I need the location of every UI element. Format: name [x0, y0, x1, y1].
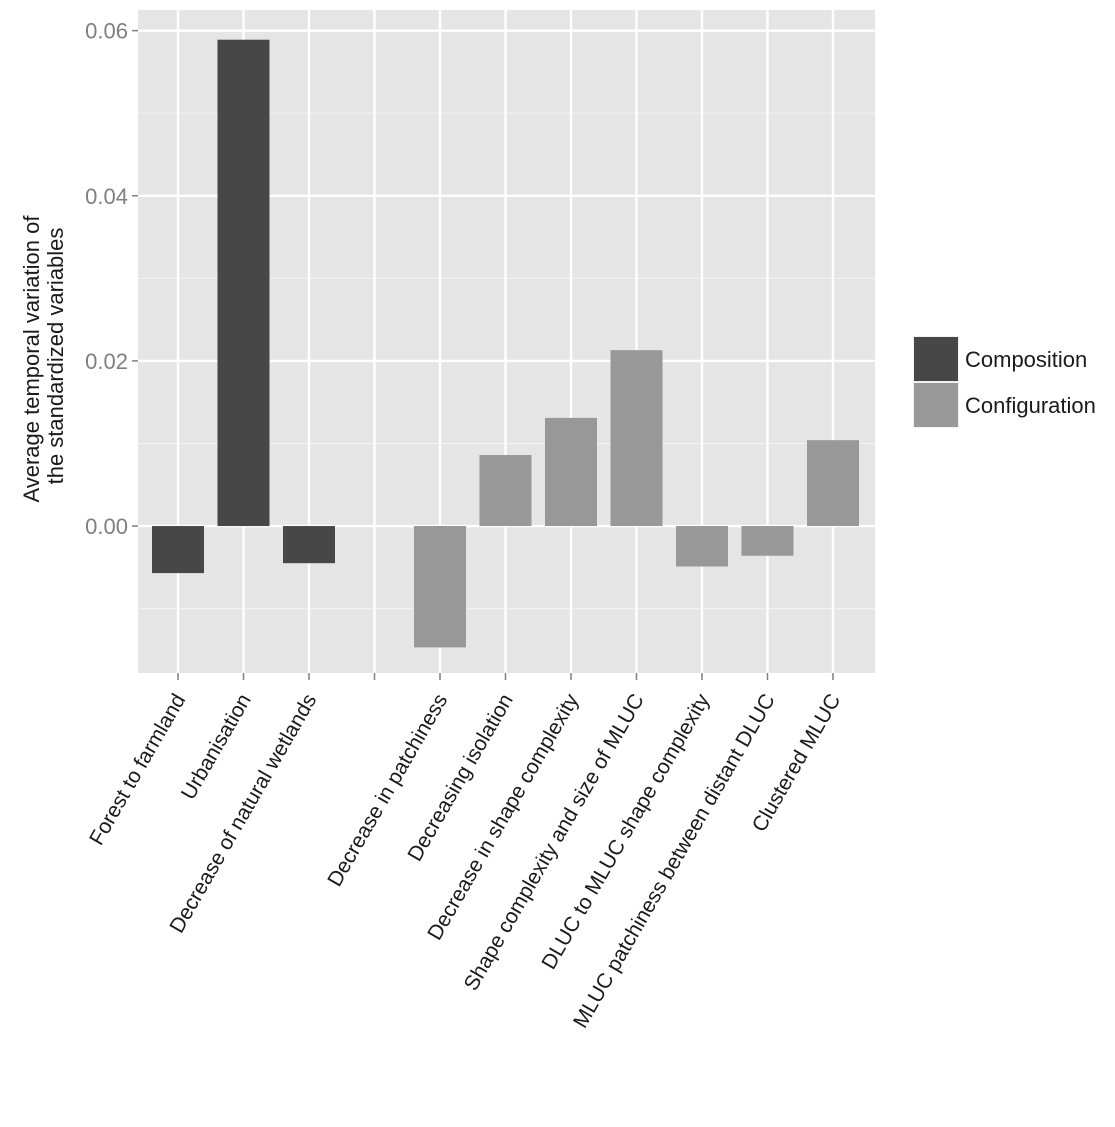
bar-configuration-10 — [807, 440, 859, 527]
legend-label-configuration: Configuration — [965, 393, 1096, 418]
y-tick-label: 0.02 — [85, 349, 128, 374]
x-tick-label: Decrease of natural wetlands — [165, 690, 321, 937]
bar-configuration-4 — [414, 526, 466, 648]
bars — [152, 39, 859, 648]
bar-configuration-5 — [479, 455, 532, 527]
bar-composition-0 — [152, 526, 204, 574]
y-axis-title: Average temporal variation of the standa… — [19, 209, 68, 502]
bar-composition-1 — [217, 39, 270, 527]
y-axis: 0.00 0.02 0.04 0.06 — [85, 19, 138, 539]
legend: Composition Configuration — [913, 336, 1096, 428]
bar-configuration-9 — [741, 526, 794, 556]
y-tick-label: 0.00 — [85, 514, 128, 539]
x-tick-label: Urbanisation — [177, 690, 256, 804]
y-tick-label: 0.04 — [85, 184, 128, 209]
bar-configuration-7 — [610, 350, 663, 527]
legend-swatch-composition — [914, 337, 958, 381]
y-tick-label: 0.06 — [85, 19, 128, 44]
legend-swatch-configuration — [914, 383, 958, 427]
y-axis-title-line-1: Average temporal variation of — [19, 215, 44, 503]
bar-configuration-6 — [545, 417, 597, 527]
y-axis-title-line-2: the standardized variables — [43, 228, 68, 485]
x-tick-label: Decrease in patchiness — [323, 690, 452, 891]
bar-configuration-8 — [676, 526, 728, 567]
bar-composition-2 — [283, 526, 335, 564]
x-tick-label: Forest to farmland — [85, 690, 190, 849]
legend-label-composition: Composition — [965, 347, 1087, 372]
